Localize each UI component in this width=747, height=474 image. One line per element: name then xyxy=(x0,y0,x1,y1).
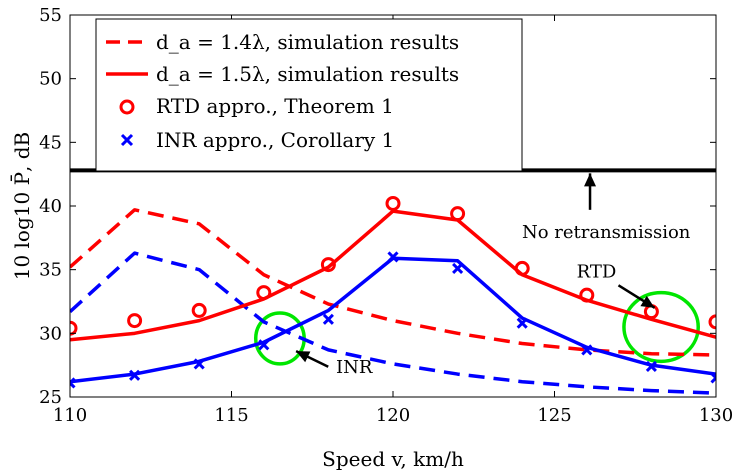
x-tick-label: 110 xyxy=(53,405,87,426)
y-tick-label: 55 xyxy=(39,5,62,26)
x-tick-label: 115 xyxy=(214,405,248,426)
y-tick-label: 50 xyxy=(39,69,62,90)
rtd-point xyxy=(127,313,143,329)
x-tick-label: 125 xyxy=(537,405,571,426)
inr-point xyxy=(70,377,76,389)
legend-marker-x xyxy=(120,133,134,147)
y-axis-label: 10 log10 P̄, dB xyxy=(9,132,34,281)
y-tick-label: 30 xyxy=(39,323,62,344)
arrow-inr-head xyxy=(296,351,311,363)
rtd-point xyxy=(70,320,78,336)
axes-layer: 110 115 120 125 130 25 30 35 40 45 50 55 xyxy=(39,5,733,426)
inr-point xyxy=(516,317,528,329)
inr-point xyxy=(581,344,593,356)
y-tick-label: 45 xyxy=(39,132,62,153)
inr-point xyxy=(258,339,270,351)
annotation-rtd: RTD xyxy=(577,261,617,282)
series-line-1-1 xyxy=(70,256,716,384)
legend-marker-circle xyxy=(119,99,135,115)
legend-label-series-3: INR appro., Corollary 1 xyxy=(156,128,394,152)
y-tick-label: 25 xyxy=(39,387,62,408)
rtd-point xyxy=(450,206,466,222)
annotation-layer: No retransmission RTD INR xyxy=(295,173,691,378)
legend-box xyxy=(95,18,523,172)
inr-point xyxy=(710,372,716,384)
rtd-point xyxy=(385,195,401,211)
y-tick-label: 40 xyxy=(39,196,62,217)
x-tick-label: 120 xyxy=(376,405,410,426)
inr-point xyxy=(322,313,334,325)
rtd-point xyxy=(708,314,716,330)
rtd-point xyxy=(579,287,595,303)
inr-point xyxy=(387,251,399,263)
series-line-1-0 xyxy=(70,209,716,342)
annotation-no-retransmission: No retransmission xyxy=(522,222,691,243)
x-tick-label: 130 xyxy=(699,405,733,426)
inr-point xyxy=(129,369,141,381)
annotation-inr: INR xyxy=(336,357,373,378)
x-axis-label: Speed v, km/h xyxy=(322,447,464,471)
rtd-point xyxy=(643,304,659,320)
data-layer xyxy=(70,168,716,395)
highlight-ellipse xyxy=(622,290,700,364)
rtd-point xyxy=(514,260,530,276)
legend-label-series-0: d_a = 1.4λ, simulation results xyxy=(156,30,459,54)
legend-label-series-2: RTD appro., Theorem 1 xyxy=(156,94,394,118)
rtd-point xyxy=(320,257,336,273)
legend-label-series-1: d_a = 1.5λ, simulation results xyxy=(156,62,459,86)
arrow-no-retransmission-head xyxy=(584,173,597,187)
legend: d_a = 1.4λ, simulation results d_a = 1.5… xyxy=(95,18,523,172)
y-tick-label: 35 xyxy=(39,260,62,281)
inr-point xyxy=(193,358,205,370)
rtd-point xyxy=(256,285,272,301)
arrow-rtd-head xyxy=(640,295,655,308)
inr-point xyxy=(645,360,657,373)
series-line-0-0 xyxy=(70,208,716,357)
inr-point xyxy=(452,262,464,274)
series-line-0-1 xyxy=(70,251,716,395)
rtd-point xyxy=(191,302,207,318)
